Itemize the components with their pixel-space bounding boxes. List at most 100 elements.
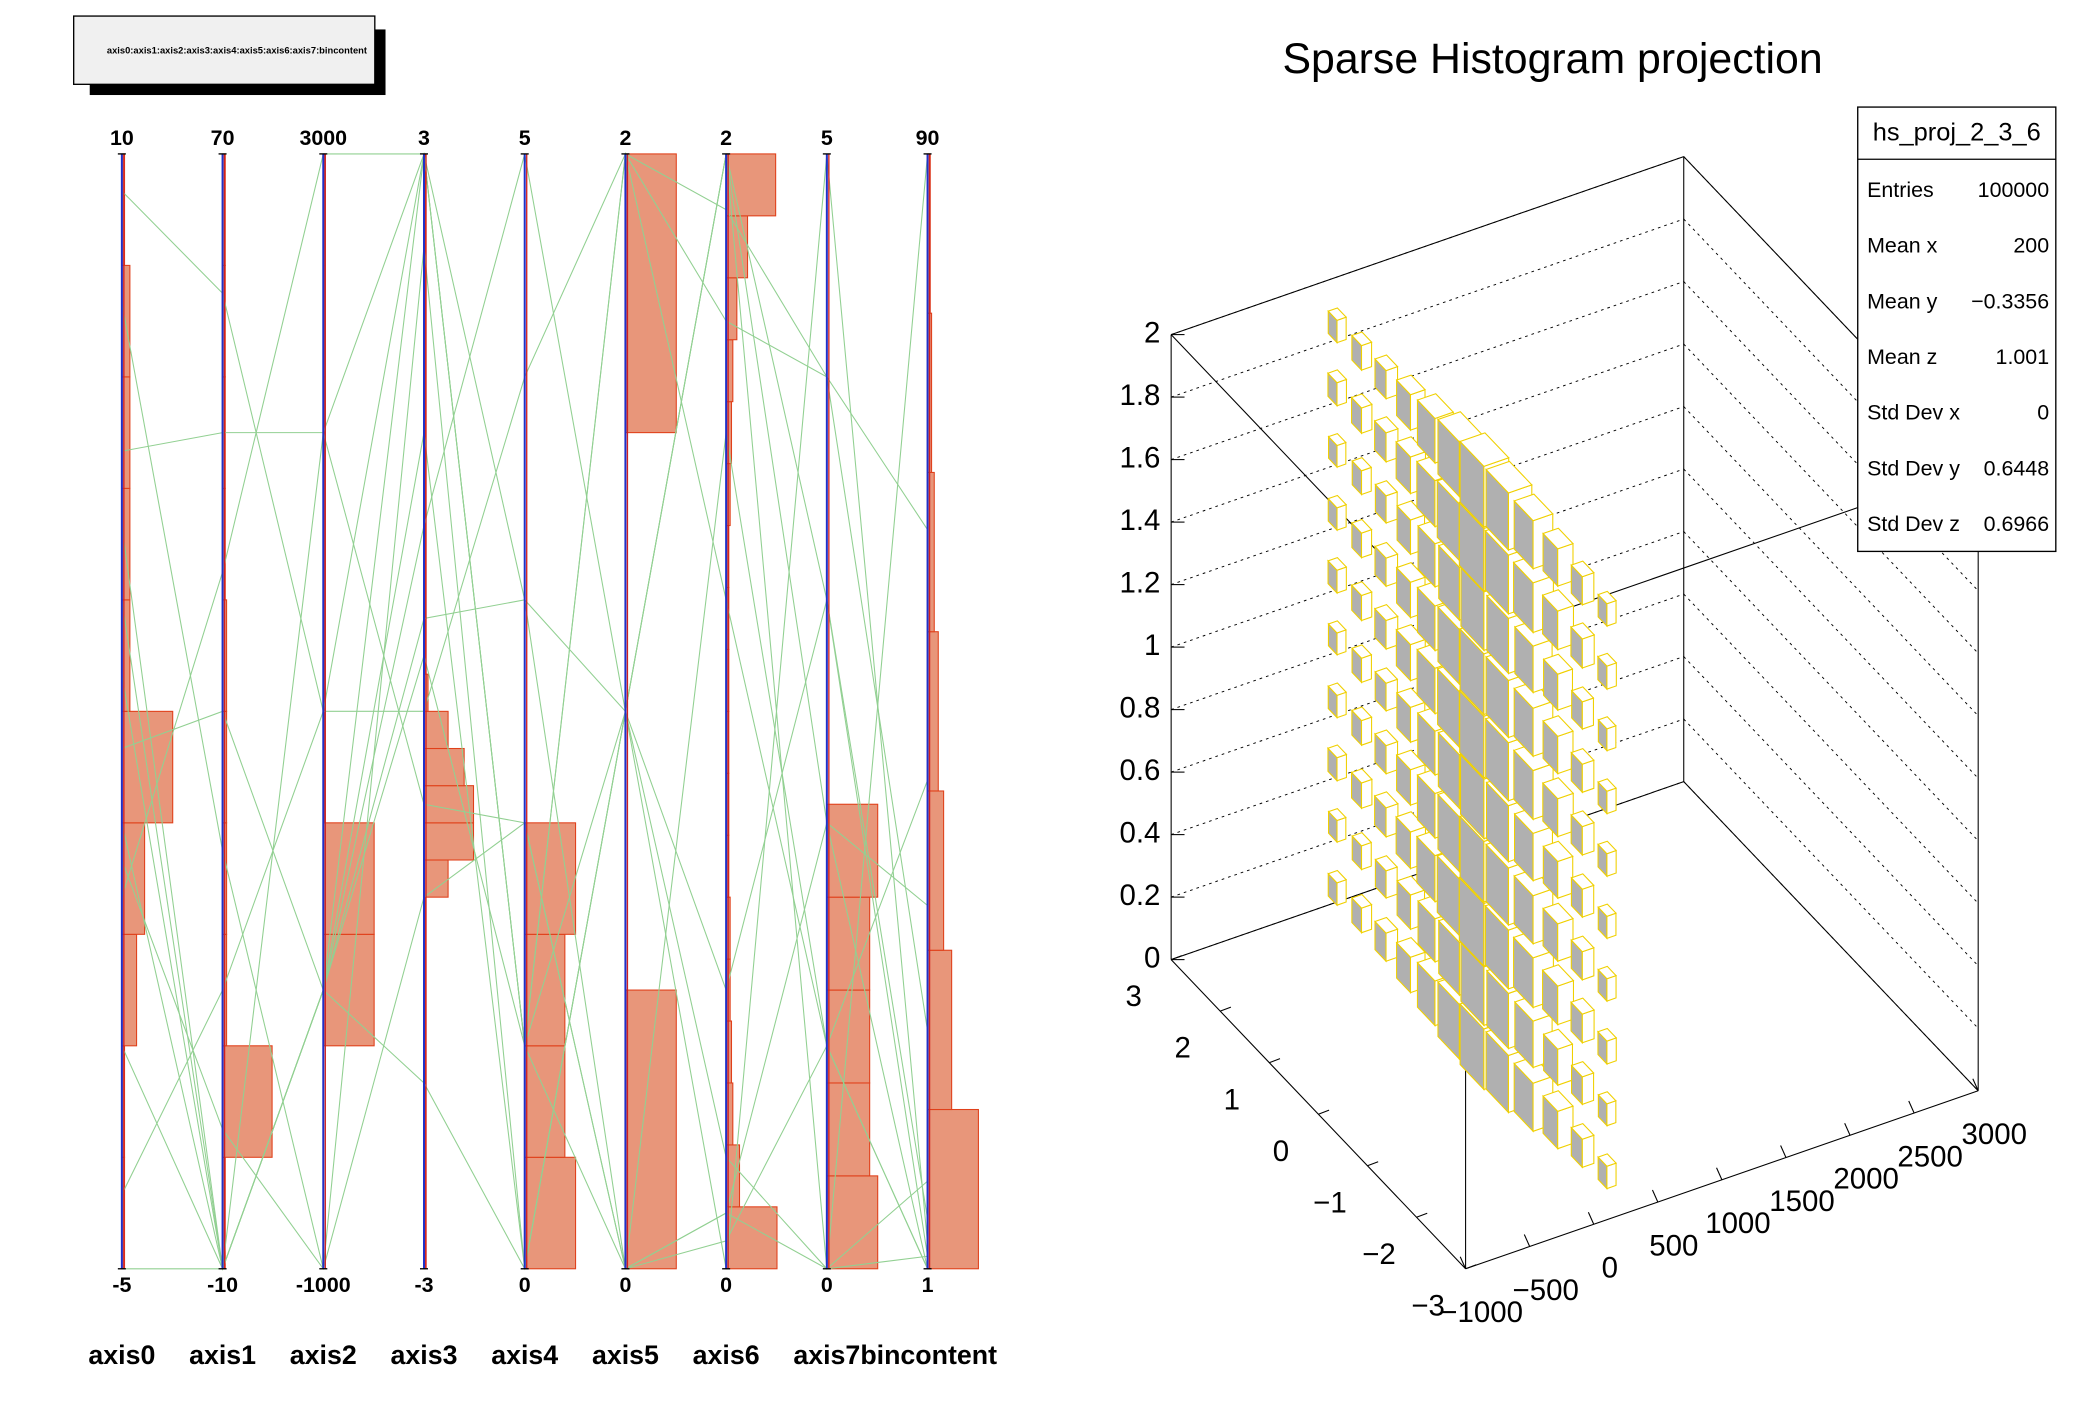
box-top [1351, 457, 1373, 472]
axis-title: axis1 [189, 1340, 256, 1370]
box-top [1395, 561, 1426, 583]
z-tick-label: 1.2 [1120, 566, 1161, 599]
box-top [1597, 1091, 1617, 1105]
axis-title: axis6 [693, 1340, 760, 1370]
hist-bar [322, 822, 375, 935]
y-tick-label: −3 [1411, 1289, 1445, 1322]
box-top [1327, 556, 1348, 571]
x-tick-label: 500 [1649, 1229, 1698, 1262]
z-tick-label: 0.8 [1120, 691, 1161, 724]
hist-bar [826, 896, 871, 991]
box-front [1360, 403, 1373, 435]
axis-title: axis3 [391, 1340, 458, 1370]
box-front [1360, 654, 1372, 684]
box-front [1581, 884, 1595, 918]
frame-edge [1683, 781, 1979, 1092]
box-top [1597, 840, 1618, 855]
box-top [1327, 432, 1347, 447]
box-front [1606, 725, 1617, 752]
x-tick-label: 1500 [1769, 1185, 1835, 1218]
box-top [1395, 749, 1426, 771]
y-tick [1367, 1161, 1379, 1167]
box-front [1581, 1009, 1595, 1044]
z-tick-label: 2 [1144, 316, 1160, 349]
box-top [1542, 653, 1574, 675]
box-front [1336, 878, 1347, 906]
axis-max-label: 5 [519, 126, 531, 150]
box-top [1570, 748, 1595, 765]
x-tick [1523, 1234, 1531, 1247]
axis-title: axis5 [592, 1340, 659, 1370]
box-front [1385, 866, 1398, 899]
z-tick-label: 0.6 [1120, 754, 1161, 787]
box-front [1336, 629, 1347, 656]
box-top [1327, 620, 1347, 634]
box-front [1336, 816, 1347, 843]
stats-value: 100000 [1978, 178, 2050, 202]
x-tick-label: −1000 [1440, 1296, 1523, 1329]
x-tick-label: 2000 [1833, 1163, 1899, 1196]
stats-label: Std Dev y [1867, 456, 1960, 480]
stats-frame [1857, 106, 2057, 553]
z-tick-label: 1.6 [1120, 441, 1161, 474]
box-top [1374, 354, 1399, 372]
box-top [1597, 778, 1618, 792]
axis-min-label: 0 [720, 1273, 732, 1297]
box-front [1606, 787, 1617, 815]
hist-bar [524, 1156, 577, 1270]
hist-bar [121, 487, 131, 601]
y-tick [1416, 1212, 1428, 1218]
hist-bar [423, 822, 475, 861]
x-tick-label: 3000 [1961, 1118, 2027, 1151]
box-top [1485, 460, 1533, 494]
box-top [1570, 935, 1595, 953]
hist-bar [725, 1206, 778, 1270]
y-tick [1170, 955, 1183, 961]
box-top [1327, 494, 1348, 509]
stats-label: Mean y [1867, 289, 1937, 313]
axis-title: bincontent [860, 1340, 997, 1370]
box-front [1385, 491, 1398, 524]
hist-bar [121, 376, 131, 489]
box-front [1557, 855, 1574, 899]
box-front [1581, 1072, 1595, 1106]
box-top [1350, 393, 1373, 409]
box-front [1385, 553, 1399, 587]
box-top [1374, 855, 1399, 872]
grid-line [1683, 531, 1979, 842]
box-top [1597, 716, 1617, 730]
y-tick [1220, 1006, 1232, 1012]
x-tick-label: −500 [1513, 1274, 1579, 1307]
grid-line [1683, 468, 1979, 779]
box-top [1395, 436, 1427, 458]
box-top [1327, 307, 1348, 321]
axis-max-label: 3000 [299, 126, 347, 150]
box-front [1606, 662, 1617, 690]
box-top [1570, 810, 1595, 828]
box-top [1395, 687, 1426, 708]
box-top [1541, 777, 1575, 800]
box-top [1569, 622, 1596, 640]
box-top [1459, 432, 1510, 468]
box-top [1570, 873, 1595, 890]
box-top [1596, 652, 1618, 667]
box-top [1570, 1061, 1595, 1078]
box-top [1597, 903, 1617, 917]
box-front [1606, 1100, 1617, 1127]
box-front [1581, 697, 1594, 730]
stats-value: 0.6448 [1984, 456, 2049, 480]
box-top [1416, 393, 1455, 420]
x-tick [1459, 1256, 1467, 1269]
box-front [1606, 599, 1617, 627]
box-top [1373, 416, 1399, 434]
axis-max-label: 10 [110, 126, 134, 150]
box-front [1606, 1037, 1617, 1065]
box-top [1350, 768, 1373, 784]
box-front [1360, 528, 1373, 559]
box-top [1542, 527, 1574, 550]
frame-edge [1170, 959, 1466, 1270]
box-front [1385, 740, 1399, 775]
box-top [1350, 893, 1373, 909]
box-top [1395, 936, 1426, 958]
